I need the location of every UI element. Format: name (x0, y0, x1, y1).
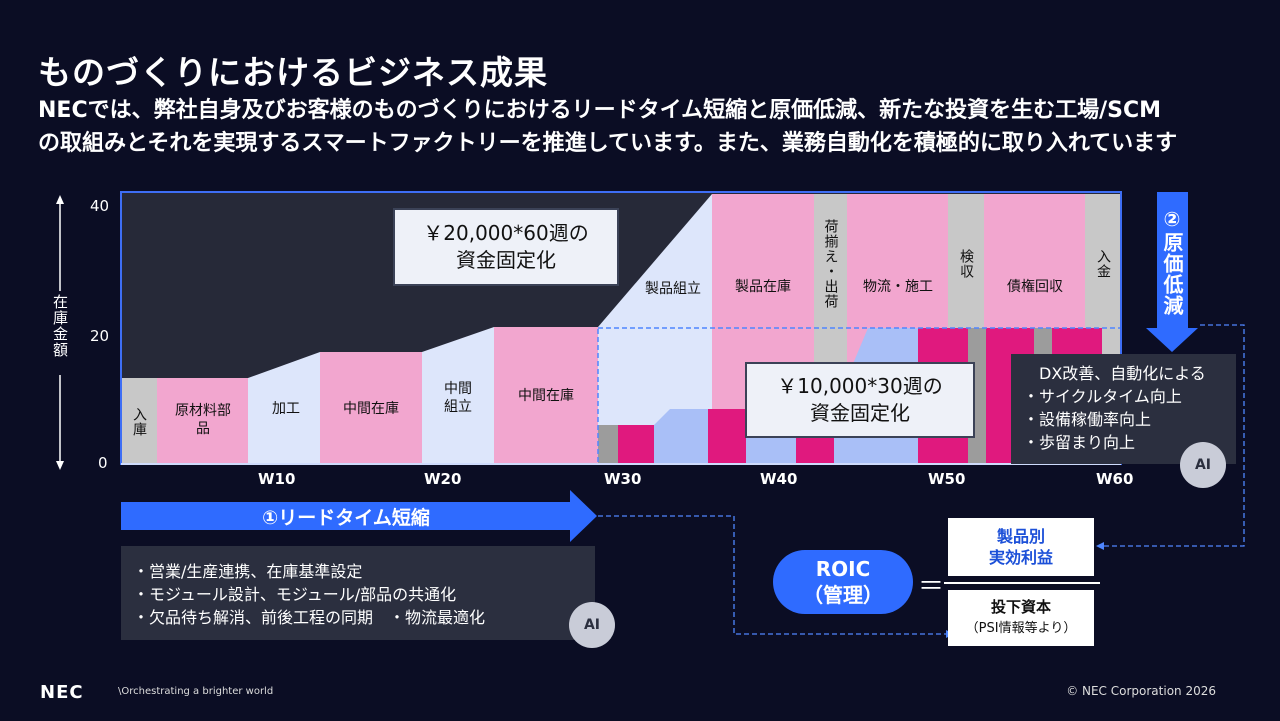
callout-before-line2: 資金固定化 (456, 248, 556, 272)
bar-chukan2 (494, 327, 598, 464)
x-tick-w40: W40 (760, 470, 798, 488)
x-tick-w60: W60 (1096, 470, 1134, 488)
roic-denominator: 投下資本 （PSI情報等より） (948, 590, 1094, 646)
bar-after-3 (654, 409, 670, 464)
roic-fraction-line (944, 582, 1100, 584)
bar-after-2 (618, 425, 654, 464)
y-axis-arrow (56, 195, 64, 470)
label-chukan2: 中間在庫 (518, 388, 574, 404)
x-tick-w30: W30 (604, 470, 642, 488)
lead-time-label: ①リードタイム短縮 (262, 506, 430, 529)
cost-arrow-shape (1146, 192, 1198, 352)
label-kako: 加工 (272, 401, 300, 417)
callout-after-line2: 資金固定化 (810, 401, 910, 425)
label-niso: 荷揃え・出荷 (822, 219, 839, 309)
roic-label: ROIC (815, 557, 871, 581)
ai-badge-right: AI (1180, 442, 1226, 488)
bar-kako (248, 352, 320, 464)
subtitle-line-1: NECでは、弊社自身及びお客様のものづくりにおけるリードタイム短縮と原価低減、新… (38, 98, 1162, 123)
x-tick-w10: W10 (258, 470, 296, 488)
lead-time-arrow-shape (121, 490, 597, 542)
callout-after-line1: ￥10,000*30週の (777, 374, 943, 398)
label-saiken: 債権回収 (1007, 279, 1063, 295)
label-butsuryu: 物流・施工 (863, 279, 933, 295)
footer-tagline: \Orchestrating a brighter world (118, 686, 274, 697)
bar-nyuko (121, 378, 157, 464)
y-tick-40: 40 (90, 197, 110, 215)
left-measure-2: ・モジュール設計、モジュール/部品の共通化 (133, 585, 457, 604)
page-title: ものづくりにおけるビジネス成果 (38, 53, 548, 92)
left-measure-1: ・営業/生産連携、在庫基準設定 (133, 562, 363, 581)
callout-before-line1: ￥20,000*60週の (423, 221, 589, 245)
roic-equals: ＝ (918, 572, 945, 602)
left-measures-box: ・営業/生産連携、在庫基準設定 ・モジュール設計、モジュール/部品の共通化 ・欠… (121, 546, 595, 640)
subtitle-line-2: の取組みとそれを実現するスマートファクトリーを推進しています。また、業務自動化を… (38, 131, 1178, 156)
callout-after: ￥10,000*30週の 資金固定化 (745, 362, 975, 438)
roic-denominator-line2: （PSI情報等より） (965, 621, 1077, 636)
copyright: © NEC Corporation 2026 (1066, 684, 1216, 698)
roic-numerator-line2: 実効利益 (988, 548, 1053, 567)
callout-before: ￥20,000*60週の 資金固定化 (393, 208, 619, 286)
nec-logo: NEC (40, 682, 84, 703)
label-seihin-zaiko: 製品在庫 (735, 279, 791, 295)
roic-numerator-line1: 製品別 (996, 527, 1045, 546)
y-tick-20: 20 (90, 327, 110, 345)
right-measure-1: ・サイクルタイム向上 (1023, 387, 1182, 406)
cost-label: ②原価低減 (1160, 206, 1184, 316)
bar-chukan1 (320, 352, 422, 464)
x-tick-w20: W20 (424, 470, 462, 488)
right-measure-2: ・設備稼働率向上 (1023, 410, 1152, 429)
roic-numerator: 製品別 実効利益 (948, 518, 1094, 576)
roic-sub: （管理） (803, 583, 883, 607)
label-chukan-kumitate: 中間組立 (444, 381, 472, 415)
label-genzairyo: 原材料部品 (175, 403, 231, 437)
label-nyukin: 入金 (1095, 249, 1111, 279)
bar-chukan-kumitate (422, 327, 494, 464)
right-measure-heading: DX改善、自動化による (1039, 364, 1206, 383)
y-axis-label: 在庫金額 (51, 294, 69, 358)
y-tick-0: 0 (98, 454, 108, 472)
roic-denominator-line1: 投下資本 (990, 598, 1051, 616)
bar-after-1 (598, 425, 618, 464)
roic-pill: ROIC （管理） (773, 550, 913, 614)
connector-cost (1098, 324, 1245, 547)
bar-genzairyo (157, 378, 248, 464)
bar-seihin-kumitate (598, 194, 712, 464)
label-seihin-kumitate: 製品組立 (645, 281, 701, 297)
left-measure-3: ・欠品待ち解消、前後工程の同期 ・物流最適化 (133, 608, 486, 627)
bar-after-5 (708, 409, 746, 464)
label-chukan1: 中間在庫 (343, 401, 399, 417)
ai-badge-left: AI (569, 602, 615, 648)
right-measure-3: ・歩留まり向上 (1023, 433, 1136, 452)
label-nyuko: 入庫 (131, 407, 147, 437)
label-kenshu: 検収 (958, 249, 974, 279)
page-subtitle: NECでは、弊社自身及びお客様のものづくりにおけるリードタイム短縮と原価低減、新… (38, 94, 1177, 160)
bar-after-4 (670, 409, 708, 464)
x-tick-w50: W50 (928, 470, 966, 488)
connector-lead (598, 515, 946, 635)
